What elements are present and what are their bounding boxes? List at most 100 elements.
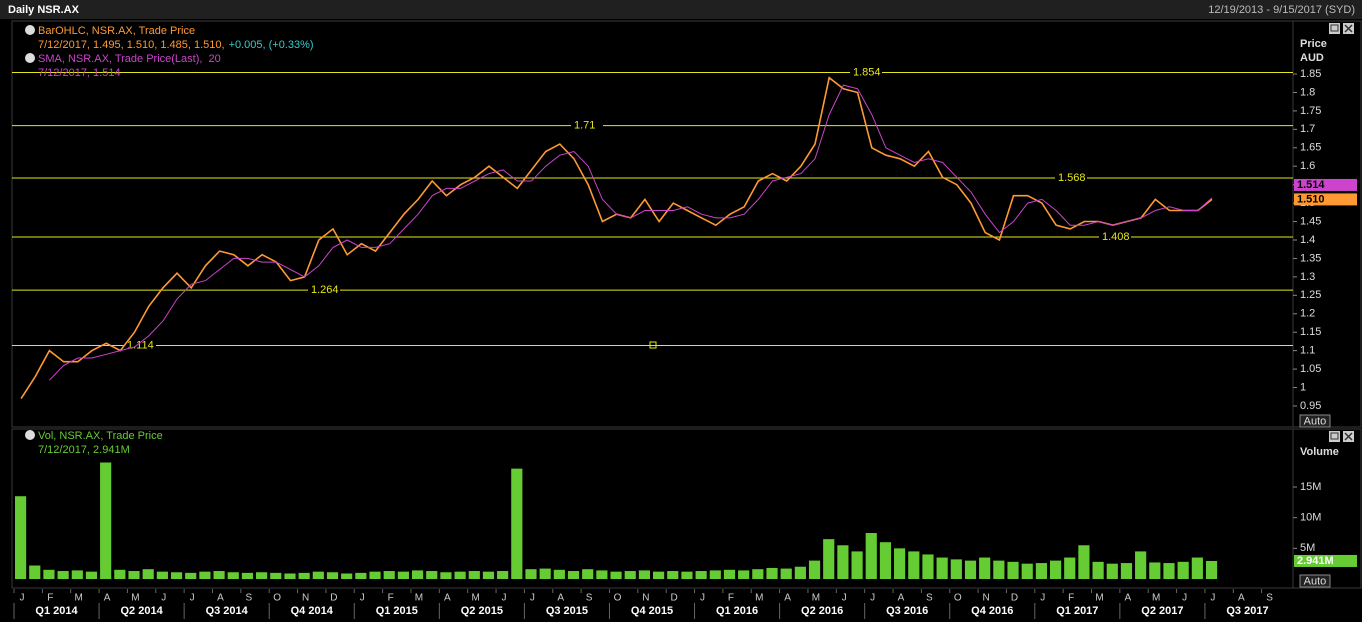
volume-bar — [1135, 551, 1147, 579]
volume-bar — [979, 557, 991, 579]
volume-bar — [723, 569, 736, 579]
legend-readout: 7/12/2017, 2.941M — [38, 444, 130, 456]
auto-button-label[interactable]: Auto — [1304, 575, 1327, 587]
auto-button[interactable] — [1299, 414, 1331, 428]
x-tick-label: S — [926, 593, 933, 604]
x-tick-label: J — [1040, 593, 1045, 604]
legend-icon[interactable] — [25, 53, 35, 63]
price-axis-area — [1292, 20, 1362, 428]
volume-bar — [326, 572, 339, 579]
price-axis-unit: AUD — [1300, 52, 1324, 64]
level-label-bg — [124, 339, 156, 352]
y-tick-label: 1.05 — [1300, 363, 1321, 375]
volume-bar — [142, 569, 154, 579]
volume-last-tag-label: 2.941M — [1297, 555, 1334, 567]
x-tick-label: D — [1011, 593, 1018, 604]
maximize-button[interactable] — [1329, 23, 1340, 34]
volume-bar — [185, 572, 197, 579]
legend-icon[interactable] — [25, 25, 35, 35]
x-tick-label: J — [360, 593, 365, 604]
quarter-label: Q1 2015 — [376, 605, 418, 617]
sma-last-tag-label: 1.514 — [1297, 179, 1325, 191]
volume-bar — [653, 571, 665, 579]
x-tick-label: O — [273, 593, 281, 604]
volume-bar — [539, 568, 551, 579]
volume-bar — [454, 571, 466, 579]
label-layer: 0.95 1 1.05 1.1 1.15 1.2 1.25 1.3 1.35 1.4 1.45 1.5… — [13, 25, 1357, 619]
volume-bar — [922, 554, 934, 579]
volume-bar — [894, 548, 906, 579]
level-label: 1.114 — [127, 339, 154, 351]
y-tick-label: 0.95 — [1300, 400, 1321, 412]
legend-icon[interactable] — [25, 430, 35, 440]
auto-button[interactable] — [1299, 574, 1331, 588]
legend-entry: Vol, NSR.AX, Trade Price — [38, 430, 163, 442]
x-tick-label: M — [755, 593, 763, 604]
x-tick-label: J — [190, 593, 195, 604]
x-tick-label: A — [444, 593, 451, 604]
volume-bar — [170, 572, 183, 579]
x-tick-label: A — [1125, 593, 1132, 604]
volume-bar — [1205, 560, 1218, 579]
y-tick-label: 10M — [1300, 512, 1321, 524]
auto-button-label[interactable]: Auto — [1304, 415, 1327, 427]
volume-bar — [596, 570, 608, 579]
x-tick-label: J — [161, 593, 166, 604]
y-tick-label: 1.65 — [1300, 142, 1321, 154]
x-tick-label: M — [1095, 593, 1103, 604]
x-tick-label: M — [415, 593, 423, 604]
legend-readout: 7/12/2017, 1.514 — [38, 67, 121, 79]
y-tick-label: 1.45 — [1300, 215, 1321, 227]
level-label-bg — [308, 284, 340, 297]
volume-bar — [440, 572, 452, 579]
x-tick-label: M — [1152, 593, 1160, 604]
y-tick-label: 1.6 — [1300, 160, 1315, 172]
volume-bar — [851, 551, 863, 579]
volume-bar — [497, 571, 509, 579]
x-tick-label: D — [330, 593, 337, 604]
x-tick-label: M — [472, 593, 480, 604]
quarter-label: Q2 2015 — [461, 605, 503, 617]
x-tick-label: F — [1068, 593, 1074, 604]
volume-bar — [29, 565, 41, 579]
volume-bar — [1049, 560, 1062, 579]
y-tick-label: 15M — [1300, 481, 1321, 493]
x-tick-label: O — [954, 593, 962, 604]
y-tick-label: 1.3 — [1300, 271, 1315, 283]
volume-bar — [1149, 562, 1161, 579]
y-tick-label: 1.8 — [1300, 86, 1315, 98]
level-layer: 1.854 1.71 1.568 1.408 1.264 1.114 — [12, 66, 1293, 352]
y-tick-label: 1.15 — [1300, 326, 1321, 338]
level-label: 1.568 — [1058, 172, 1086, 184]
x-tick-label: J — [20, 593, 25, 604]
volume-bar — [71, 570, 83, 579]
volume-bar — [638, 570, 650, 579]
maximize-button[interactable] — [1329, 431, 1340, 442]
volume-bar — [256, 572, 268, 579]
volume-bar — [709, 570, 721, 579]
volume-bar — [284, 573, 296, 579]
quarter-label: Q3 2014 — [206, 605, 249, 617]
volume-bar — [567, 571, 580, 579]
volume-bar — [1021, 563, 1033, 579]
x-tick-label: S — [246, 593, 253, 604]
volume-axis-title: Volume — [1300, 446, 1339, 458]
quarter-label: Q3 2016 — [886, 605, 928, 617]
x-tick-label: S — [1266, 593, 1273, 604]
y-tick-label: 1.2 — [1300, 308, 1315, 320]
volume-bar — [553, 569, 565, 579]
legend-entry: BarOHLC, NSR.AX, Trade Price — [38, 25, 195, 37]
date-range[interactable]: 12/19/2013 - 9/15/2017 (SYD) — [1208, 4, 1355, 16]
quarter-label: Q3 2015 — [546, 605, 588, 617]
volume-bar — [624, 571, 636, 579]
price-panel-buttons — [1329, 23, 1354, 442]
volume-bar — [15, 496, 27, 579]
volume-bar — [794, 566, 806, 579]
quarter-label: Q3 2017 — [1226, 605, 1268, 617]
x-tick-label: O — [614, 593, 622, 604]
volume-bar — [1106, 563, 1118, 579]
quarter-label: Q2 2014 — [120, 605, 163, 617]
volume-bar — [936, 557, 948, 579]
level-label: 1.71 — [574, 120, 595, 132]
